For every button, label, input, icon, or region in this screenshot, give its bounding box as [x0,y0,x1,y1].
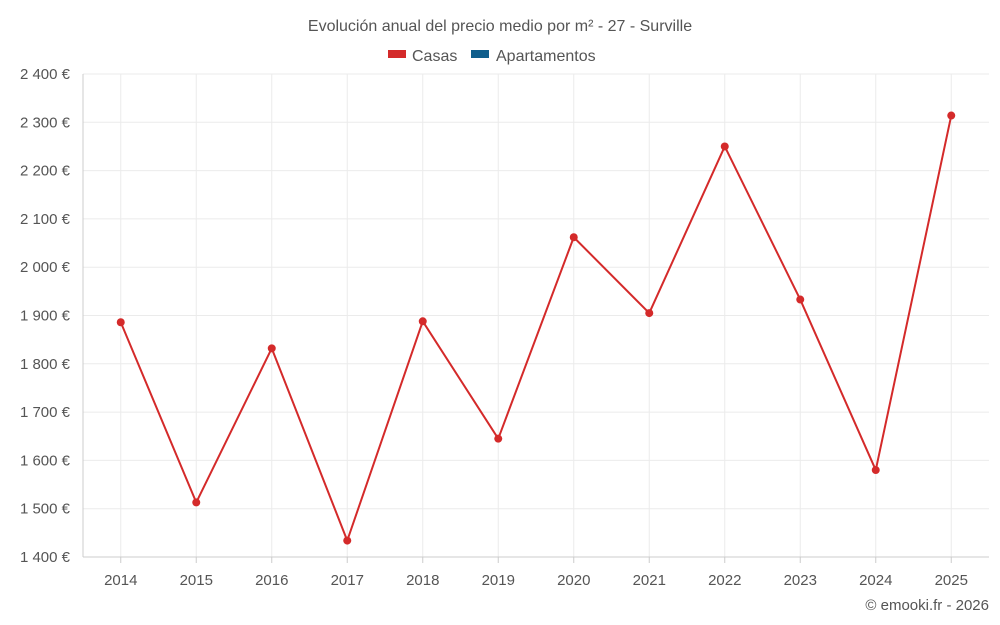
y-tick-label: 2 200 € [20,163,71,180]
data-point-casas-2014[interactable] [116,318,125,327]
y-tick-label: 1 700 € [20,404,71,421]
x-tick-label: 2020 [557,572,590,589]
data-point-casas-2018[interactable] [418,317,427,326]
y-tick-label: 1 400 € [20,549,71,566]
series [116,111,956,545]
legend-item-casas[interactable]: Casas [388,48,457,65]
data-point-casas-2017[interactable] [343,536,352,545]
axes: 1 400 € 1 500 € 1 600 € 1 700 € 1 800 € 1 900… [20,66,989,589]
y-tick-label: 2 300 € [20,114,71,131]
legend-item-apartamentos[interactable]: Apartamentos [471,48,596,65]
x-tick-label: 2014 [104,572,137,589]
data-point-casas-2021[interactable] [645,309,654,318]
x-tick-label: 2021 [633,572,666,589]
series-line-casas [119,115,953,542]
data-point-casas-2015[interactable] [192,498,201,507]
y-tick-label: 2 000 € [20,259,71,276]
x-tick-label: 2022 [708,572,741,589]
x-tick-label: 2017 [331,572,364,589]
x-tick-label: 2025 [935,572,968,589]
y-tick-label: 1 600 € [20,452,71,469]
data-point-casas-2016[interactable] [267,344,276,353]
y-tick-label: 2 400 € [20,66,71,83]
x-tick-label: 2018 [406,572,439,589]
data-point-casas-2020[interactable] [569,233,578,242]
data-point-casas-2022[interactable] [720,142,729,151]
data-point-casas-2023[interactable] [796,295,805,304]
chart-title: Evolución anual del precio medio por m² … [308,18,692,35]
y-tick-label: 1 900 € [20,308,71,325]
y-tick-label: 1 500 € [20,501,71,518]
legend-label-casas: Casas [412,48,457,65]
data-point-casas-2025[interactable] [947,111,956,120]
y-tick-label: 1 800 € [20,356,71,373]
legend: Casas Apartamentos [388,48,596,65]
legend-swatch-apartamentos [471,50,489,58]
legend-label-apartamentos: Apartamentos [496,48,596,65]
credit: © emooki.fr - 2026 [865,597,989,614]
x-tick-label: 2016 [255,572,288,589]
x-tick-label: 2019 [482,572,515,589]
legend-swatch-casas [388,50,406,58]
data-point-casas-2024[interactable] [871,466,880,475]
x-tick-label: 2023 [784,572,817,589]
data-point-casas-2019[interactable] [494,434,503,443]
y-tick-label: 2 100 € [20,211,71,228]
grid [83,73,989,557]
x-tick-label: 2015 [180,572,213,589]
x-tick-label: 2024 [859,572,892,589]
